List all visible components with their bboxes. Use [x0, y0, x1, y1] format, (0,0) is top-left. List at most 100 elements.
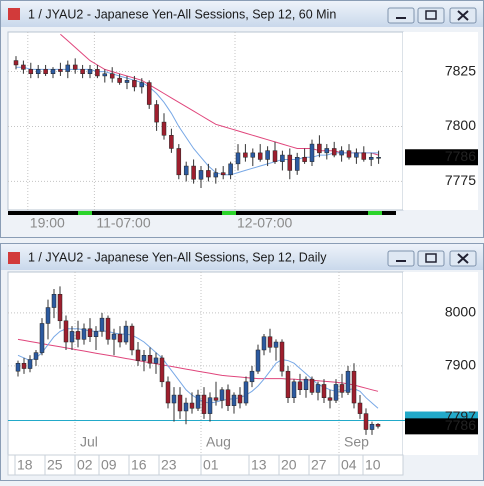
candle-body — [183, 402, 189, 412]
candle-body — [265, 150, 270, 160]
candle-body — [309, 378, 315, 393]
candle-body — [357, 402, 363, 414]
candle-body — [250, 152, 256, 158]
window-title: 1 / JYAU2 - Japanese Yen-All Sessions, S… — [28, 7, 336, 21]
y-tick-label: 7775 — [445, 172, 476, 188]
minimize-button[interactable] — [387, 7, 415, 24]
candle-body — [339, 384, 345, 393]
month-label: Aug — [206, 434, 231, 450]
candle-body — [72, 64, 78, 70]
x-tick-label: 25 — [47, 457, 63, 473]
minimize-button[interactable] — [387, 250, 415, 267]
candle-body — [237, 394, 243, 404]
candle-body — [228, 163, 233, 176]
candle-body — [225, 389, 231, 406]
candle-body — [102, 73, 108, 77]
candle-body — [129, 325, 135, 351]
candle-body — [198, 170, 204, 180]
candle-body — [375, 423, 381, 427]
candle-body — [321, 384, 327, 398]
candle-body — [165, 381, 171, 404]
x-tick-label: 18 — [17, 457, 33, 473]
candle-body — [124, 80, 130, 83]
plot-area — [7, 271, 404, 456]
candle-body — [369, 423, 375, 430]
candle-body — [109, 73, 115, 79]
candle-body — [95, 69, 100, 77]
candle-body — [257, 152, 263, 160]
restore-button[interactable] — [417, 250, 445, 267]
candle-body — [50, 69, 56, 75]
y-tick-label: 7800 — [445, 117, 476, 133]
candle-body — [169, 135, 174, 149]
candle-body — [333, 384, 339, 401]
candle-body — [351, 370, 357, 404]
candle-body — [13, 60, 19, 66]
candle-body — [345, 370, 351, 393]
candle-body — [361, 152, 367, 160]
restore-button[interactable] — [417, 7, 445, 24]
x-tick-label: 27 — [311, 457, 327, 473]
candle-body — [249, 370, 255, 383]
candle-body — [255, 349, 261, 372]
x-tick-label: 12-07:00 — [237, 215, 292, 231]
candle-body — [87, 69, 93, 75]
candle-body — [153, 357, 159, 364]
window-title: 1 / JYAU2 - Japanese Yen-All Sessions, S… — [28, 250, 327, 264]
candle-body — [147, 355, 153, 364]
candle-body — [81, 328, 87, 340]
last-price-box — [405, 149, 478, 166]
candle-body — [132, 80, 137, 88]
candle-body — [63, 320, 69, 343]
candle-body — [243, 152, 248, 158]
candle-body — [231, 394, 237, 406]
candle-body — [315, 384, 321, 393]
candle-body — [324, 148, 330, 154]
session-marker — [222, 211, 236, 215]
last-price-label: 7786 — [445, 417, 476, 433]
candle-body — [272, 150, 278, 162]
candle-body — [213, 397, 219, 401]
candle-body — [177, 394, 183, 412]
x-tick-label: 11-07:00 — [96, 215, 150, 231]
candle-body — [117, 333, 123, 343]
candle-body — [368, 157, 374, 160]
candle-body — [346, 150, 352, 158]
candle-body — [111, 333, 117, 340]
candle-body — [376, 157, 381, 159]
x-tick-label: 02 — [77, 457, 93, 473]
candle-body — [161, 121, 167, 136]
y-tick-label: 7825 — [445, 62, 476, 78]
candle-body — [45, 307, 51, 324]
candle-body — [28, 69, 34, 75]
x-tick-label: 01 — [203, 457, 219, 473]
candle-body — [195, 394, 201, 409]
candle-body — [303, 378, 309, 391]
candle-body — [176, 148, 182, 176]
candle-body — [135, 349, 141, 361]
candle-body — [294, 157, 300, 171]
candle-body — [363, 413, 369, 430]
candle-body — [213, 172, 219, 178]
candle-body — [139, 82, 145, 88]
candle-body — [189, 402, 195, 409]
last-price-label: 7786 — [445, 148, 476, 164]
x-tick-label: 10 — [365, 457, 381, 473]
candle-body — [261, 336, 267, 351]
candle-body — [93, 331, 99, 337]
candle-body — [117, 77, 122, 83]
date-axis — [7, 454, 404, 476]
month-label: Sep — [344, 434, 369, 450]
candle-body — [21, 64, 26, 70]
candle-body — [87, 328, 93, 337]
x-tick-label: 20 — [281, 457, 297, 473]
session-marker — [78, 211, 92, 215]
candle-body — [43, 69, 48, 75]
candle-body — [154, 104, 159, 123]
price-axis — [403, 32, 478, 210]
candle-body — [146, 82, 152, 105]
candle-body — [317, 143, 322, 154]
candle-body — [291, 381, 297, 398]
session-strip — [8, 211, 396, 215]
